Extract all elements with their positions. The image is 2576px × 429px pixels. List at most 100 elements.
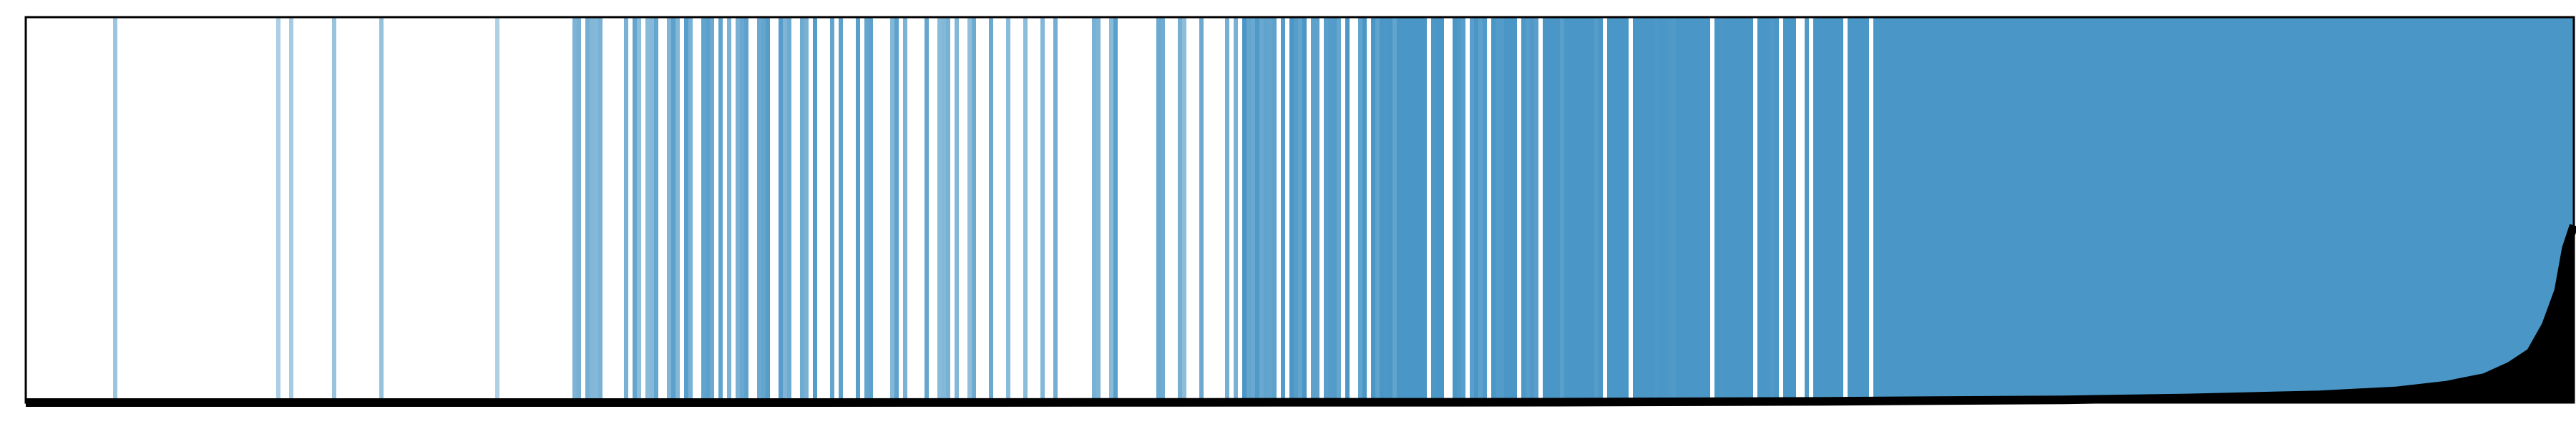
band-stripe <box>1388 18 1392 402</box>
band-stripe <box>2560 18 2565 402</box>
band-stripe <box>2212 18 2217 402</box>
band-stripe <box>1551 18 1556 402</box>
band-stripe <box>1689 18 1693 402</box>
band-stripe <box>1723 18 1727 402</box>
band-stripe <box>2191 18 2195 402</box>
band-stripe <box>2148 18 2152 402</box>
band-stripe <box>2122 18 2127 402</box>
band-stripe <box>671 18 675 402</box>
band-stripe <box>2333 18 2337 402</box>
band-stripe <box>1362 18 1367 402</box>
band-stripe <box>1805 18 1809 402</box>
band-stripe <box>2389 18 2393 402</box>
band-stripe <box>1702 18 1706 402</box>
band-stripe <box>2324 18 2328 402</box>
band-stripe <box>2217 18 2221 402</box>
band-stripe <box>1903 18 1908 402</box>
band-stripe <box>1624 18 1629 402</box>
band-stripe <box>1453 18 1457 402</box>
band-stripe <box>2067 18 2071 402</box>
band-stripe <box>800 18 804 402</box>
band-stripe <box>1410 18 1414 402</box>
band-stripe <box>1938 18 1942 402</box>
band-stripe <box>1616 18 1620 402</box>
band-stripe <box>1972 18 1976 402</box>
band-stripe <box>2015 18 2019 402</box>
band-stripe <box>766 18 770 402</box>
band-stripe <box>2547 18 2552 402</box>
band-stripe <box>1745 18 1749 402</box>
band-stripe <box>2569 18 2573 402</box>
band-stripe <box>2079 18 2084 402</box>
band-stripe <box>2002 18 2006 402</box>
band-stripe <box>2251 18 2255 402</box>
band-stripe <box>1835 18 1839 402</box>
band-stripe <box>2157 18 2161 402</box>
band-stripe <box>869 18 873 402</box>
band-stripe <box>1294 18 1298 402</box>
band-stripe <box>1431 18 1435 402</box>
band-stripe <box>2225 18 2230 402</box>
band-stripe <box>856 18 860 402</box>
band-stripe <box>1255 18 1259 402</box>
band-stripe <box>1633 18 1637 402</box>
band-stripe <box>1491 18 1496 402</box>
band-stripe <box>2346 18 2350 402</box>
band-stripe <box>1736 18 1740 402</box>
band-stripe <box>1461 18 1465 402</box>
band-stripe <box>1513 18 1517 402</box>
band-stripe <box>1225 18 1229 402</box>
band-stripe <box>1384 18 1388 402</box>
band-stripe <box>2243 18 2247 402</box>
band-stripe <box>1478 18 1483 402</box>
band-stripe <box>1659 18 1663 402</box>
band-stripe <box>645 18 650 402</box>
band-stripe <box>2337 18 2341 402</box>
band-stripe <box>2290 18 2294 402</box>
band-stripe <box>2307 18 2311 402</box>
band-stripe <box>379 18 384 402</box>
band-stripe <box>1933 18 1938 402</box>
band-stripe <box>701 18 706 402</box>
band-stripe <box>2011 18 2015 402</box>
band-stripe <box>1577 18 1581 402</box>
band-stripe <box>1371 18 1375 402</box>
band-stripe <box>2423 18 2427 402</box>
band-stripe <box>650 18 654 402</box>
band-stripe <box>2487 18 2492 402</box>
band-stripe <box>1890 18 1895 402</box>
band-stripe <box>2084 18 2088 402</box>
band-stripe <box>1830 18 1835 402</box>
band-stripe <box>2436 18 2440 402</box>
band-stripe <box>1607 18 1611 402</box>
band-stripe <box>1289 18 1294 402</box>
band-stripe <box>2406 18 2410 402</box>
band-stripe <box>2101 18 2105 402</box>
band-stripe <box>2311 18 2316 402</box>
band-stripe <box>684 18 688 402</box>
band-stripe <box>2401 18 2406 402</box>
band-stripe <box>654 18 658 402</box>
band-stripe <box>1401 18 1405 402</box>
band-stripe <box>675 18 680 402</box>
band-stripe <box>787 18 791 402</box>
band-stripe <box>1534 18 1538 402</box>
band-stripe <box>2264 18 2268 402</box>
band-stripe <box>2247 18 2251 402</box>
band-stripe <box>1611 18 1616 402</box>
band-stripe <box>1586 18 1590 402</box>
band-stripe <box>1985 18 1989 402</box>
band-stripe <box>1264 18 1268 402</box>
band-stripe <box>1392 18 1397 402</box>
band-stripe <box>2552 18 2556 402</box>
band-stripe <box>813 18 817 402</box>
band-stripe <box>1818 18 1822 402</box>
band-stripe <box>718 18 723 402</box>
band-stripe <box>1599 18 1603 402</box>
band-stripe <box>2062 18 2067 402</box>
band-stripe <box>1435 18 1440 402</box>
band-stripe <box>1423 18 1427 402</box>
band-stripe <box>2140 18 2144 402</box>
band-stripe <box>2268 18 2273 402</box>
band-stripe <box>1246 18 1251 402</box>
